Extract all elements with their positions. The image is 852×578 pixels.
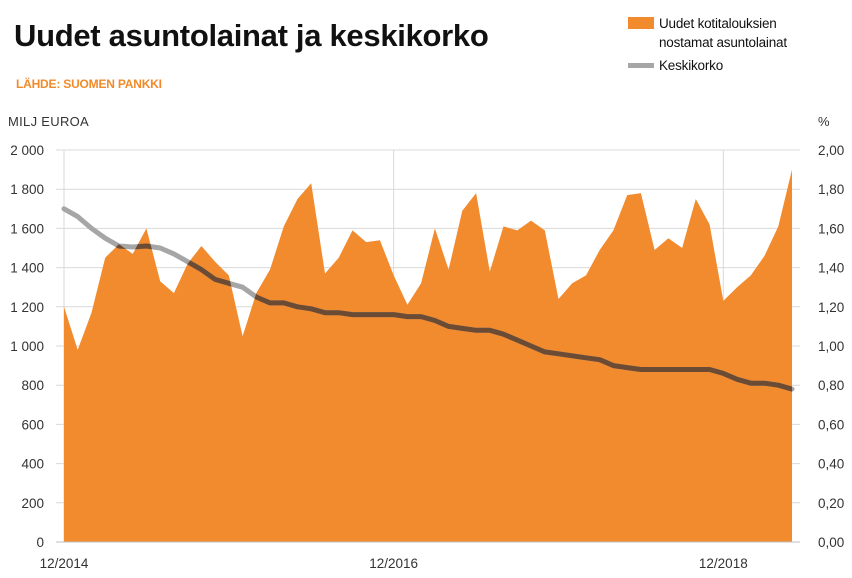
axes: 2 000 2,00 1 800 1,80 1 600 1,60 1 400 1,40 1 20… (10, 143, 844, 571)
y-left-tick-label: 1 400 (10, 261, 44, 276)
y-right-tick-label: 0,20 (818, 496, 844, 511)
y-right-tick-label: 0,60 (818, 417, 844, 432)
y-left-tick-label: 800 (21, 378, 44, 393)
rate-line (61, 206, 795, 392)
y-right-tick-label: 1,40 (818, 261, 844, 276)
source-label: LÄHDE: SUOMEN PANKKI (16, 77, 162, 91)
legend-label-loans: Uudet kotitalouksien nostamat asuntolain… (659, 16, 787, 50)
y-left-tick-label: 400 (21, 457, 44, 472)
y-right-tick-label: 1,80 (818, 182, 844, 197)
y-left-tick-label: 1 000 (10, 339, 44, 354)
plot-area (64, 169, 792, 542)
y-left-tick-label: 2 000 (10, 143, 44, 158)
x-tick-label: 12/2014 (40, 556, 89, 571)
y-right-tick-label: 1,00 (818, 339, 844, 354)
left-axis-unit: MILJ EUROA (8, 114, 90, 129)
y-right-tick-label: 2,00 (818, 143, 844, 158)
y-left-tick-label: 600 (21, 417, 44, 432)
x-tick-label: 12/2018 (699, 556, 748, 571)
y-right-tick-label: 0,80 (818, 378, 844, 393)
loans-area (64, 169, 792, 542)
y-left-tick-label: 1 600 (10, 221, 44, 236)
legend-swatch-area (628, 17, 654, 29)
legend-label-rate: Keskikorko (659, 58, 724, 73)
y-left-tick-label: 200 (21, 496, 44, 511)
y-right-tick-label: 0,00 (818, 535, 844, 550)
y-left-tick-label: 0 (36, 535, 44, 550)
y-left-tick-label: 1 800 (10, 182, 44, 197)
x-tick-label: 12/2016 (369, 556, 418, 571)
chart-title: Uudet asuntolainat ja keskikorko (14, 18, 489, 53)
right-axis-unit: % (818, 114, 830, 129)
y-right-tick-label: 1,20 (818, 300, 844, 315)
y-right-tick-label: 0,40 (818, 457, 844, 472)
y-left-tick-label: 1 200 (10, 300, 44, 315)
y-right-tick-label: 1,60 (818, 221, 844, 236)
legend-swatch-line (628, 63, 654, 68)
